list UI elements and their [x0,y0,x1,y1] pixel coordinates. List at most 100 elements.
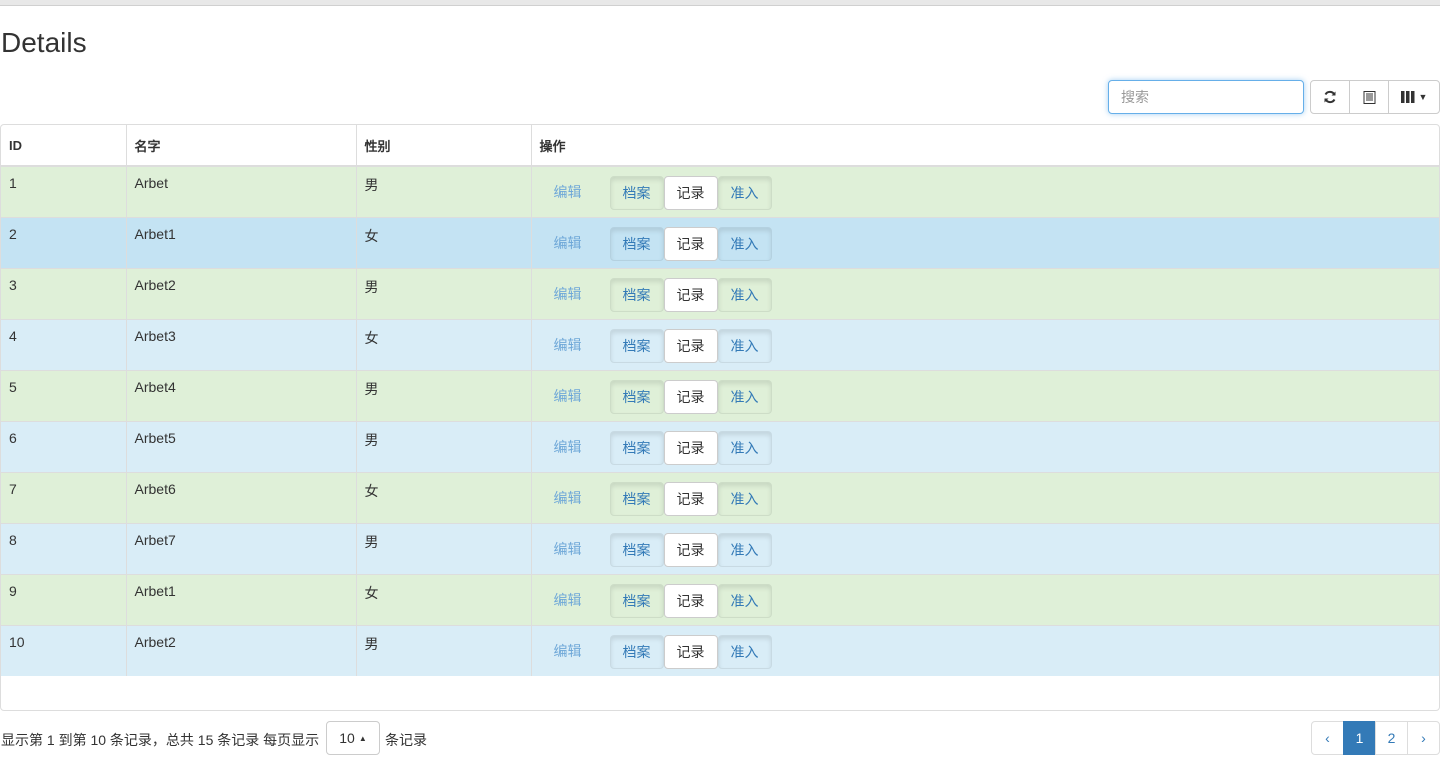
table-row[interactable]: 9 Arbet1 女 编辑 档案 记录 准入 [1,573,1439,625]
table-footer: 显示第 1 到第 10 条记录，总共 15 条记录 每页显示 10 ▲ 条记录 … [0,721,1440,755]
record-button[interactable]: 记录 [663,176,718,210]
admit-button[interactable]: 准入 [717,277,772,312]
archive-button[interactable]: 档案 [609,430,664,465]
admit-button[interactable]: 准入 [717,583,772,618]
toggle-view-button[interactable] [1349,80,1389,114]
edit-button[interactable]: 编辑 [553,591,582,608]
cell-name: Arbet3 [125,318,356,370]
archive-button[interactable]: 档案 [609,583,664,618]
record-button[interactable]: 记录 [663,634,718,669]
page-size-value: 10 [339,730,355,746]
header-id[interactable]: ID [1,125,126,167]
page-prev[interactable]: ‹ [1311,721,1344,755]
record-button[interactable]: 记录 [663,481,718,516]
record-button[interactable]: 记录 [663,328,718,363]
cell-id: 3 [1,267,126,319]
edit-button[interactable]: 编辑 [553,336,582,353]
table-row[interactable]: 8 Arbet7 男 编辑 档案 记录 准入 [1,522,1439,574]
edit-button[interactable]: 编辑 [553,184,582,200]
table-row[interactable]: 10 Arbet2 男 编辑 档案 记录 准入 [1,624,1439,676]
cell-name: Arbet7 [125,522,356,574]
record-button[interactable]: 记录 [663,583,718,618]
record-button[interactable]: 记录 [663,379,718,414]
cell-name: Arbet2 [125,624,356,676]
archive-button[interactable]: 档案 [609,226,664,261]
record-button[interactable]: 记录 [663,277,718,312]
page-2[interactable]: 2 [1375,721,1408,755]
caret-up-icon: ▲ [358,733,367,743]
cell-id: 8 [1,522,126,574]
details-table: ID 名字 性别 操作 1 Arbet 男 编辑 档案 记录 准入 2 Arbet1 女… [0,124,1440,711]
columns-icon [1400,91,1415,103]
caret-down-icon: ▼ [1418,92,1428,102]
cell-actions: 编辑 档案 记录 准入 [530,369,1439,421]
columns-button[interactable]: ▼ [1388,80,1440,114]
edit-button[interactable]: 编辑 [553,438,582,455]
cell-gender: 女 [355,471,531,523]
page-1[interactable]: 1 [1343,721,1376,755]
admit-button[interactable]: 准入 [717,176,772,210]
edit-button[interactable]: 编辑 [553,540,582,557]
table-row[interactable]: 3 Arbet2 男 编辑 档案 记录 准入 [1,267,1439,319]
cell-gender: 女 [355,573,531,625]
refresh-button[interactable] [1310,80,1350,114]
table-row[interactable]: 1 Arbet 男 编辑 档案 记录 准入 [1,165,1439,217]
archive-button[interactable]: 档案 [609,634,664,669]
cell-id: 6 [1,420,126,472]
cell-gender: 男 [355,624,531,676]
cell-gender: 男 [355,165,531,217]
cell-actions: 编辑 档案 记录 准入 [530,267,1439,319]
cell-gender: 男 [355,522,531,574]
admit-button[interactable]: 准入 [717,226,772,261]
edit-button[interactable]: 编辑 [553,642,582,659]
admit-button[interactable]: 准入 [717,430,772,465]
archive-button[interactable]: 档案 [609,379,664,414]
table-toolbar: ▼ [1108,80,1440,114]
header-actions: 操作 [530,125,1439,167]
cell-id: 9 [1,573,126,625]
cell-actions: 编辑 档案 记录 准入 [530,522,1439,574]
archive-button[interactable]: 档案 [609,532,664,567]
cell-id: 1 [1,165,126,217]
admit-button[interactable]: 准入 [717,634,772,669]
cell-name: Arbet4 [125,369,356,421]
cell-actions: 编辑 档案 记录 准入 [530,624,1439,676]
edit-button[interactable]: 编辑 [553,387,582,404]
admit-button[interactable]: 准入 [717,481,772,516]
cell-actions: 编辑 档案 记录 准入 [530,165,1439,217]
edit-button[interactable]: 编辑 [553,234,582,251]
search-input[interactable] [1108,80,1304,114]
admit-button[interactable]: 准入 [717,379,772,414]
page-next[interactable]: › [1407,721,1440,755]
table-row[interactable]: 6 Arbet5 男 编辑 档案 记录 准入 [1,420,1439,472]
admit-button[interactable]: 准入 [717,328,772,363]
record-button[interactable]: 记录 [663,532,718,567]
table-row[interactable]: 4 Arbet3 女 编辑 档案 记录 准入 [1,318,1439,370]
cell-name: Arbet1 [125,216,356,268]
edit-button[interactable]: 编辑 [553,285,582,302]
table-row[interactable]: 2 Arbet1 女 编辑 档案 记录 准入 [1,216,1439,268]
page-size-dropdown[interactable]: 10 ▲ [326,721,380,755]
page-size-suffix: 条记录 [385,732,427,748]
header-name[interactable]: 名字 [125,125,356,167]
record-button[interactable]: 记录 [663,226,718,261]
cell-gender: 男 [355,369,531,421]
refresh-icon [1324,90,1336,104]
archive-button[interactable]: 档案 [609,481,664,516]
archive-button[interactable]: 档案 [609,277,664,312]
admit-button[interactable]: 准入 [717,532,772,567]
cell-name: Arbet6 [125,471,356,523]
table-row[interactable]: 7 Arbet6 女 编辑 档案 记录 准入 [1,471,1439,523]
browser-top-bar [0,0,1440,6]
cell-gender: 男 [355,420,531,472]
archive-button[interactable]: 档案 [609,176,664,210]
cell-id: 7 [1,471,126,523]
cell-actions: 编辑 档案 记录 准入 [530,318,1439,370]
page-title: Details [1,27,87,58]
edit-button[interactable]: 编辑 [553,489,582,506]
table-row[interactable]: 5 Arbet4 男 编辑 档案 记录 准入 [1,369,1439,421]
header-gender[interactable]: 性别 [355,125,531,167]
cell-actions: 编辑 档案 记录 准入 [530,216,1439,268]
archive-button[interactable]: 档案 [609,328,664,363]
record-button[interactable]: 记录 [663,430,718,465]
